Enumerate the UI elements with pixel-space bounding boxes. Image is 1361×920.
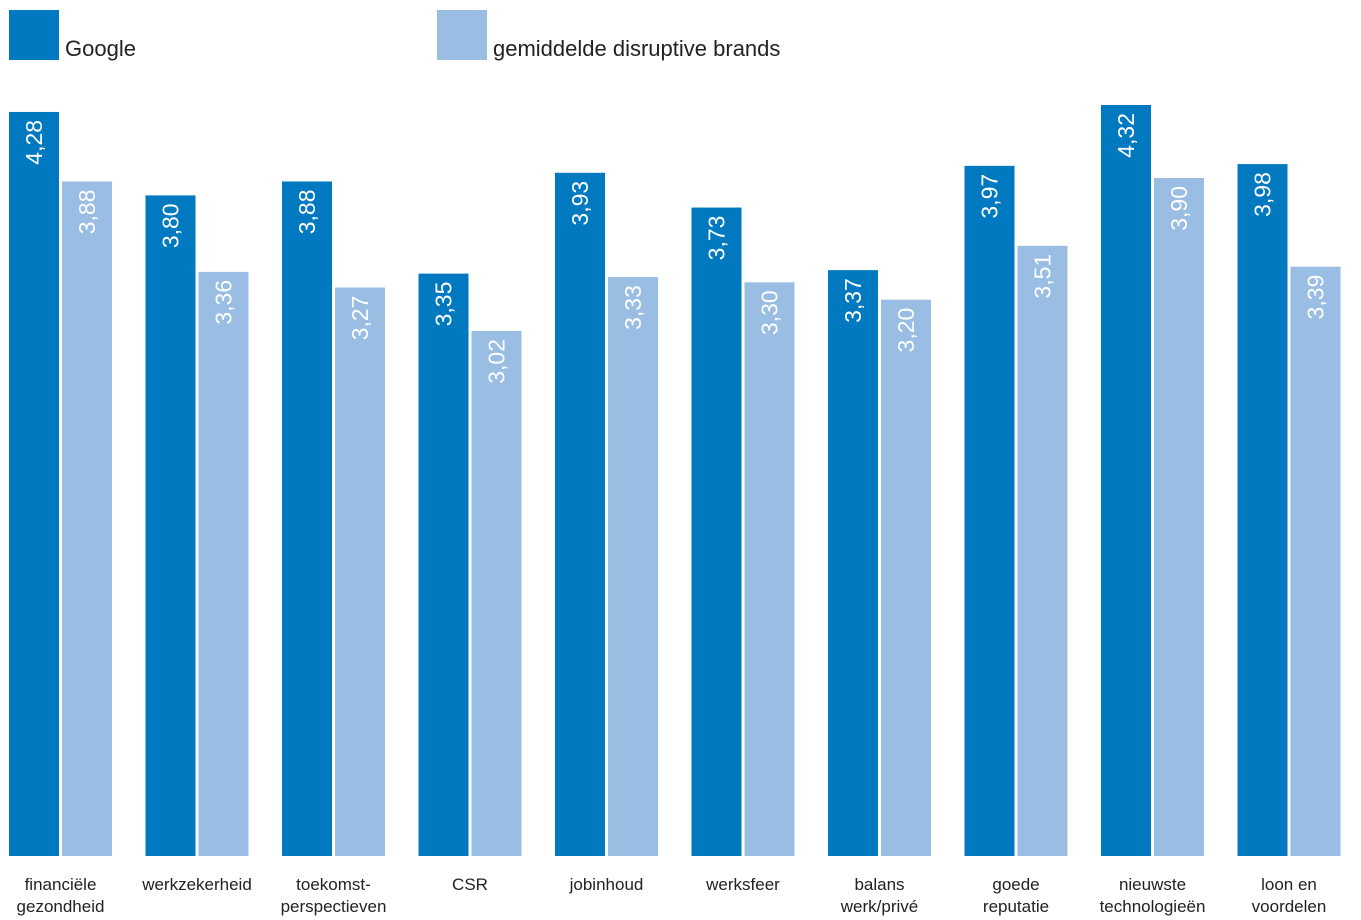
bar-google-9 bbox=[1237, 164, 1288, 857]
value-label-average-2: 3,27 bbox=[347, 296, 373, 341]
bar-average-3 bbox=[471, 330, 522, 856]
value-label-average-7: 3,51 bbox=[1030, 254, 1056, 299]
value-label-average-8: 3,90 bbox=[1166, 186, 1192, 231]
value-label-google-1: 3,80 bbox=[158, 203, 184, 248]
category-label-4-line-0: jobinhoud bbox=[569, 875, 644, 894]
bar-average-8 bbox=[1154, 178, 1204, 856]
bar-google-8 bbox=[1101, 105, 1151, 856]
legend-label-average: gemiddelde disruptive brands bbox=[493, 36, 781, 61]
value-label-average-1: 3,36 bbox=[211, 280, 237, 325]
category-label-8-line-1: technologieën bbox=[1100, 897, 1206, 916]
value-label-average-9: 3,39 bbox=[1303, 275, 1329, 320]
value-label-google-8: 4,32 bbox=[1113, 113, 1139, 158]
legend-swatch-google bbox=[9, 10, 59, 60]
legend-label-google: Google bbox=[65, 36, 136, 61]
bar-google-4 bbox=[555, 172, 605, 857]
bar-average-9 bbox=[1290, 266, 1341, 857]
category-label-0-line-0: financiële bbox=[25, 875, 97, 894]
value-label-google-2: 3,88 bbox=[294, 189, 320, 234]
value-label-average-0: 3,88 bbox=[74, 189, 100, 234]
bar-average-6 bbox=[881, 299, 931, 856]
bar-average-7 bbox=[1017, 245, 1068, 856]
value-label-average-3: 3,02 bbox=[484, 339, 510, 384]
category-label-3-line-0: CSR bbox=[452, 875, 488, 894]
category-label-7-line-1: reputatie bbox=[983, 897, 1049, 916]
category-label-2-line-0: toekomst- bbox=[296, 875, 371, 894]
bar-average-2 bbox=[335, 287, 385, 856]
value-label-average-5: 3,30 bbox=[757, 290, 783, 335]
value-label-google-3: 3,35 bbox=[431, 282, 457, 327]
category-label-9-line-1: voordelen bbox=[1252, 897, 1327, 916]
value-label-google-4: 3,93 bbox=[567, 181, 593, 226]
category-label-8-line-0: nieuwste bbox=[1119, 875, 1186, 894]
bar-google-5 bbox=[691, 207, 742, 856]
category-label-5-line-0: werksfeer bbox=[705, 875, 780, 894]
category-label-2-line-1: perspectieven bbox=[281, 897, 387, 916]
value-label-google-5: 3,73 bbox=[704, 216, 730, 261]
category-label-7-line-0: goede bbox=[992, 875, 1039, 894]
bar-google-3 bbox=[418, 273, 469, 856]
bar-average-1 bbox=[198, 271, 249, 856]
bar-google-0 bbox=[9, 111, 59, 856]
category-label-6-line-0: balans bbox=[854, 875, 904, 894]
legend-swatch-average bbox=[437, 10, 487, 60]
legend-item-google: Google bbox=[9, 10, 136, 60]
legend-item-average: gemiddelde disruptive brands bbox=[437, 10, 780, 60]
bar-google-1 bbox=[145, 195, 196, 857]
value-label-average-4: 3,33 bbox=[620, 285, 646, 330]
bar-average-5 bbox=[744, 282, 795, 856]
bar-average-0 bbox=[62, 181, 112, 857]
value-label-average-6: 3,20 bbox=[893, 308, 919, 353]
value-label-google-6: 3,37 bbox=[840, 278, 866, 323]
bar-google-6 bbox=[828, 270, 878, 856]
value-label-google-9: 3,98 bbox=[1250, 172, 1276, 217]
bar-google-7 bbox=[964, 165, 1015, 856]
bar-google-2 bbox=[282, 181, 332, 857]
bar-average-4 bbox=[608, 277, 658, 857]
category-label-9-line-0: loon en bbox=[1261, 875, 1317, 894]
category-label-1-line-0: werkzekerheid bbox=[141, 875, 252, 894]
value-label-google-7: 3,97 bbox=[977, 174, 1003, 219]
value-label-google-0: 4,28 bbox=[21, 120, 47, 165]
category-label-6-line-1: werk/privé bbox=[840, 897, 918, 916]
category-label-0-line-1: gezondheid bbox=[17, 897, 105, 916]
